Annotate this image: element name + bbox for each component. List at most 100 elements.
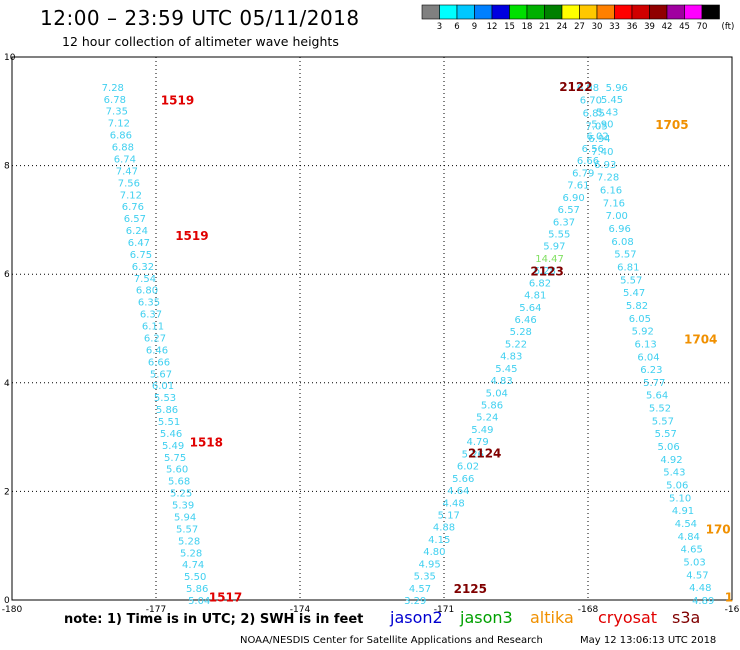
wave-height-value: 4.89 <box>692 596 714 607</box>
colorbar-label: 24 <box>557 22 568 32</box>
wave-height-value: 6.75 <box>130 250 152 261</box>
wave-height-value: 5.46 <box>160 429 182 440</box>
colorbar-swatch <box>421 4 440 20</box>
wave-height-value: 5.28 <box>510 327 532 338</box>
wave-height-value: 7.35 <box>106 107 128 118</box>
wave-height-value: 5.25 <box>170 489 192 500</box>
wave-height-value: 5.55 <box>548 229 570 240</box>
wave-height-value: 6.02 <box>457 462 479 473</box>
colorbar-swatch <box>491 4 510 20</box>
colorbar-swatch <box>526 4 545 20</box>
colorbar-label: 21 <box>539 22 550 32</box>
wave-height-value: 5.51 <box>158 417 180 428</box>
wave-height-value: 4.65 <box>681 545 703 556</box>
colorbar-label: 18 <box>522 22 533 32</box>
wave-height-value: 6.78 <box>104 95 126 106</box>
wave-height-value: 6.24 <box>126 226 148 237</box>
colorbar-unit: (ft) <box>722 22 735 32</box>
wave-height-value: 6.76 <box>122 202 144 213</box>
wave-height-value: 4.83 <box>500 352 522 363</box>
wave-height-value: 4.84 <box>678 532 700 543</box>
pass-time-label: 170 <box>706 522 731 536</box>
wave-height-value: 5.50 <box>184 572 206 583</box>
pass-time-label: 2122 <box>559 80 592 94</box>
x-tick-label: -171 <box>434 605 454 615</box>
wave-height-value: 4.15 <box>428 535 450 546</box>
wave-height-value: 6.47 <box>128 238 150 249</box>
wave-height-value: 4.91 <box>672 506 694 517</box>
wave-height-value: 6.66 <box>577 156 599 167</box>
wave-height-value: 7.61 <box>567 181 589 192</box>
wave-height-value: 6.35 <box>138 298 160 309</box>
y-tick-label: 8 <box>4 162 10 172</box>
colorbar-swatch <box>666 4 685 20</box>
wave-height-value: 5.57 <box>652 416 674 427</box>
wave-height-value: 6.23 <box>640 365 662 376</box>
wave-height-value: 6.98 <box>577 83 599 94</box>
wave-height-value: 7.05 <box>586 121 608 132</box>
colorbar-swatch <box>579 4 598 20</box>
wave-height-value: 5.68 <box>168 477 190 488</box>
pass-time-label: 1519 <box>175 229 208 243</box>
colorbar-label: 15 <box>504 22 515 32</box>
colorbar-swatch <box>631 4 650 20</box>
page-subtitle: 12 hour collection of altimeter wave hei… <box>62 34 339 49</box>
wave-height-value: 6.82 <box>529 278 551 289</box>
plot-frame <box>11 56 733 601</box>
wave-height-value: 5.28 <box>180 548 202 559</box>
wave-height-value: 5.53 <box>154 393 176 404</box>
wave-height-value: 5.66 <box>452 474 474 485</box>
y-tick-label: 2 <box>4 487 10 497</box>
wave-height-value: 4.54 <box>675 519 697 530</box>
wave-height-value: 4.88 <box>433 523 455 534</box>
colorbar-label: 45 <box>679 22 690 32</box>
wave-height-value: 5.06 <box>658 442 680 453</box>
colorbar-swatch <box>614 4 633 20</box>
wave-height-value: 6.02 <box>586 132 608 143</box>
wave-height-value: 6.79 <box>572 168 594 179</box>
colorbar-label: 36 <box>627 22 638 32</box>
pass-time-label: 1705 <box>655 118 688 132</box>
wave-height-value: 5.49 <box>471 425 493 436</box>
colorbar-label: 27 <box>574 22 585 32</box>
wave-height-value: 5.24 <box>476 413 498 424</box>
wave-height-value: 5.03 <box>683 558 705 569</box>
wave-height-value: 5.92 <box>632 327 654 338</box>
wave-height-value: 7.00 <box>606 211 628 222</box>
pass-time-label: 2125 <box>454 582 487 596</box>
wave-height-value: 4.81 <box>524 291 546 302</box>
wave-height-value: 6.96 <box>609 224 631 235</box>
wave-height-value: 5.04 <box>188 596 210 607</box>
wave-height-value: 6.74 <box>114 154 136 165</box>
wave-height-value: 7.12 <box>120 190 142 201</box>
wave-height-value: 4.74 <box>182 560 204 571</box>
wave-height-value: 4.48 <box>689 583 711 594</box>
footer-note: note: 1) Time is in UTC; 2) SWH is in fe… <box>64 612 364 627</box>
wave-height-value: 5.43 <box>596 107 618 118</box>
wave-height-value: 7.16 <box>603 198 625 209</box>
wave-height-value: 6.46 <box>514 315 536 326</box>
colorbar-label: 6 <box>454 22 459 32</box>
wave-height-value: 5.57 <box>655 429 677 440</box>
x-tick-label: -180 <box>2 605 23 615</box>
y-tick-label: 10 <box>4 53 16 63</box>
wave-height-value: 5.52 <box>649 404 671 415</box>
wave-height-value: 5.45 <box>601 95 623 106</box>
wave-height-value: 5.57 <box>620 275 642 286</box>
wave-height-value: 5.86 <box>156 405 178 416</box>
legend-altika: altika <box>530 608 574 627</box>
colorbar-swatch <box>561 4 580 20</box>
wave-height-value: 6.46 <box>146 345 168 356</box>
wave-height-value: 6.11 <box>142 322 164 333</box>
wave-height-value: 6.93 <box>594 160 616 171</box>
colorbar-swatch <box>649 4 668 20</box>
wave-height-value: 7.28 <box>102 83 124 94</box>
wave-height-value: 5.90 <box>591 120 613 131</box>
x-tick-label: -168 <box>578 605 599 615</box>
wave-height-value: 6.37 <box>140 310 162 321</box>
wave-height-value: 6.80 <box>136 286 158 297</box>
colorbar-swatch <box>684 4 703 20</box>
pass-time-label: 1 <box>725 590 733 604</box>
wave-height-value: 5.82 <box>626 301 648 312</box>
